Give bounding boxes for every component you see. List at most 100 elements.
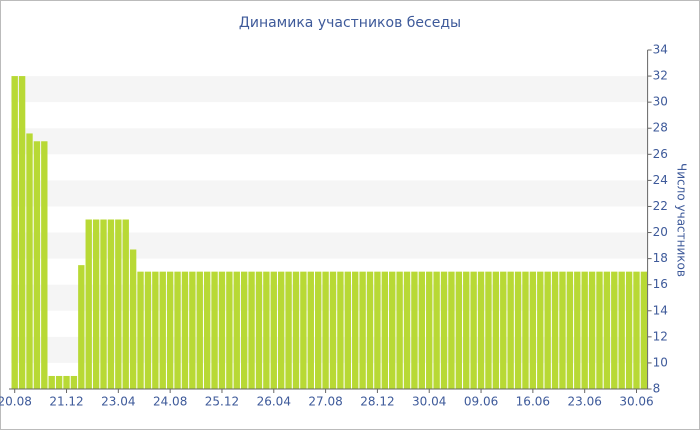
y-tick-label: 24 [653, 173, 668, 187]
bar [433, 271, 440, 389]
bar [426, 271, 433, 389]
bar [70, 375, 78, 389]
bar [203, 271, 211, 389]
bar [196, 271, 203, 389]
grid-band [11, 76, 648, 103]
bar [448, 271, 455, 389]
bar [633, 271, 640, 389]
y-tick-label: 16 [653, 277, 668, 291]
bar [322, 271, 329, 389]
bar [211, 271, 218, 389]
bar [477, 271, 485, 389]
bar [85, 219, 92, 389]
y-tick-label: 30 [653, 95, 668, 109]
bar [418, 271, 426, 389]
x-tick-label: 09.06 [464, 395, 498, 409]
bar [78, 265, 85, 389]
bar [522, 271, 529, 389]
bar [48, 375, 55, 389]
bar [270, 271, 277, 389]
y-axis-label: Число участников [675, 163, 689, 277]
bar [226, 271, 233, 389]
bar [500, 271, 507, 389]
x-tick-label: 27.08 [308, 395, 342, 409]
bar [92, 219, 100, 389]
bar [359, 271, 366, 389]
bar [307, 271, 314, 389]
x-tick-label: 24.08 [153, 395, 187, 409]
bar [292, 271, 300, 389]
bar [137, 271, 144, 389]
bar [381, 271, 389, 389]
x-tick-label: 16.06 [516, 395, 550, 409]
y-tick-label: 28 [653, 121, 668, 135]
x-tick-label: 30.04 [412, 395, 446, 409]
bar [352, 271, 359, 389]
bar [181, 271, 189, 389]
bar [470, 271, 477, 389]
y-tick-label: 32 [653, 69, 668, 83]
bar [11, 76, 18, 390]
bar [618, 271, 625, 389]
bar [640, 271, 648, 389]
bar [174, 271, 181, 389]
bar [189, 271, 196, 389]
y-tick-label: 20 [653, 225, 668, 239]
bar [152, 271, 159, 389]
bar [611, 271, 618, 389]
bar [566, 271, 574, 389]
bar [233, 271, 240, 389]
bar [248, 271, 255, 389]
x-tick-label: 20.08 [0, 395, 32, 409]
bar [440, 271, 448, 389]
bar [263, 271, 270, 389]
bar [129, 249, 137, 389]
grid-band [11, 128, 648, 155]
bar [514, 271, 522, 389]
bar [537, 271, 544, 389]
grid-band [11, 180, 648, 207]
x-tick-label: 26.04 [257, 395, 291, 409]
bar [285, 271, 292, 389]
y-tick-label: 26 [653, 147, 668, 161]
x-tick-label: 23.04 [101, 395, 135, 409]
bar [107, 219, 115, 389]
y-tick-label: 10 [653, 355, 668, 369]
x-tick-label: 28.12 [360, 395, 394, 409]
bar [463, 271, 470, 389]
bar [411, 271, 418, 389]
bar [55, 375, 63, 389]
bar [329, 271, 337, 389]
bar [344, 271, 351, 389]
y-tick-label: 12 [653, 329, 668, 343]
bar [603, 271, 611, 389]
bar [337, 271, 344, 389]
bar [315, 271, 322, 389]
bar [300, 271, 307, 389]
bar [218, 271, 226, 389]
y-tick-label: 18 [653, 251, 668, 265]
bar [544, 271, 551, 389]
bar [588, 271, 596, 389]
bar [100, 219, 107, 389]
y-tick-label: 8 [653, 382, 661, 396]
y-tick-label: 34 [653, 43, 668, 57]
bar [240, 271, 248, 389]
x-tick-label: 30.06 [619, 395, 653, 409]
bar [18, 76, 26, 390]
bar [403, 271, 411, 389]
y-tick-label: 14 [653, 303, 668, 317]
x-tick-label: 25.12 [205, 395, 239, 409]
bar [144, 271, 152, 389]
bar [596, 271, 603, 389]
bar [26, 133, 33, 389]
bar [115, 219, 122, 389]
bar [551, 271, 559, 389]
bar [41, 141, 48, 389]
bar [374, 271, 381, 389]
bar [455, 271, 463, 389]
bar [625, 271, 633, 389]
bar [389, 271, 396, 389]
bar [63, 375, 70, 389]
